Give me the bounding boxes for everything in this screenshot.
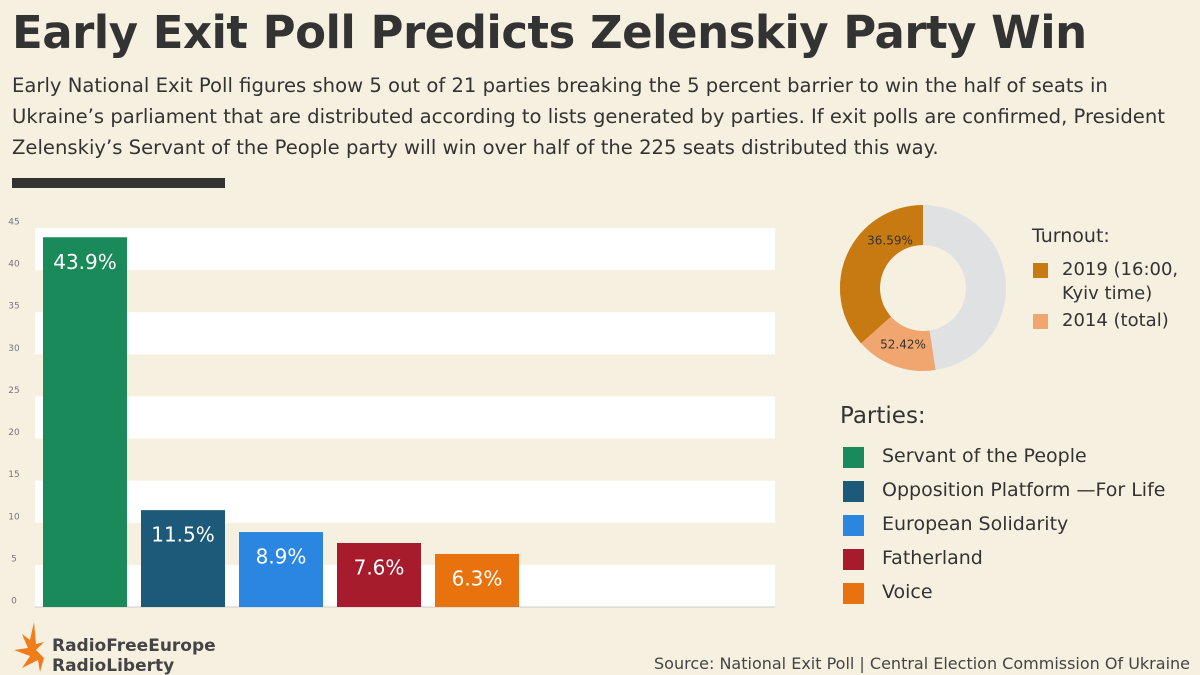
value-label: 7.6% — [354, 555, 405, 579]
title: Early Exit Poll Predicts Zelenskiy Party… — [12, 6, 1087, 59]
y-tick-label: 20 — [8, 428, 20, 438]
y-tick-label: 45 — [8, 218, 19, 228]
y-tick-label: 5 — [11, 554, 17, 564]
legend-label: European Solidarity — [882, 513, 1069, 535]
title-rule — [12, 178, 225, 188]
y-tick-label: 35 — [8, 302, 19, 312]
value-label: 43.9% — [53, 250, 117, 274]
grid-band — [35, 312, 775, 355]
legend-swatch — [843, 447, 864, 468]
y-tick-label: 30 — [8, 344, 20, 354]
legend-label: Opposition Platform —For Life — [882, 479, 1166, 501]
y-tick-label: 0 — [11, 597, 17, 607]
value-label: 36.59% — [867, 234, 913, 248]
bar — [435, 553, 519, 607]
bar — [43, 237, 127, 607]
legend-label: 2019 (16:00, Kyiv time) — [1062, 259, 1179, 304]
legend-label: Servant of the People — [882, 445, 1087, 467]
bar — [337, 542, 421, 607]
legend-label: Voice — [882, 581, 933, 603]
grid-band — [35, 228, 775, 271]
legend-title: Turnout: — [1032, 225, 1110, 247]
value-label: 11.5% — [151, 523, 215, 547]
legend-swatch — [1033, 263, 1048, 278]
y-tick-label: 25 — [8, 386, 19, 396]
logo-text: RadioLiberty — [52, 656, 174, 675]
bar — [239, 532, 323, 607]
grid-band — [35, 396, 775, 439]
logo-icon — [14, 622, 44, 672]
y-tick-label: 40 — [8, 260, 20, 270]
legend-swatch — [843, 515, 864, 536]
legend-label: 2014 (total) — [1062, 310, 1169, 331]
subtitle: Early National Exit Poll figures show 5 … — [12, 74, 1165, 159]
legend-swatch — [1033, 314, 1048, 329]
legend-swatch — [843, 583, 864, 604]
bar — [141, 510, 225, 607]
source: Source: National Exit Poll | Central Ele… — [654, 654, 1190, 673]
y-tick-label: 10 — [8, 512, 20, 522]
legend-swatch — [843, 481, 864, 502]
logo-text: RadioFreeEurope — [52, 636, 216, 656]
donut-segment — [839, 205, 923, 344]
legend-title: Parties: — [840, 403, 926, 429]
legend-swatch — [843, 549, 864, 570]
value-label: 52.42% — [880, 338, 926, 352]
value-label: 6.3% — [452, 566, 503, 590]
value-label: 8.9% — [256, 545, 307, 569]
y-tick-label: 15 — [8, 470, 19, 480]
legend-label: Fatherland — [882, 547, 983, 569]
